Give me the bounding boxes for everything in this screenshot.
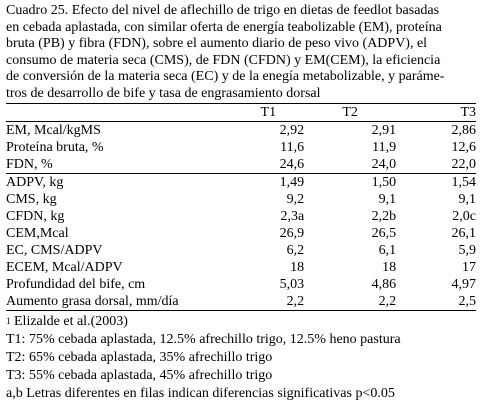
value-t1: 26,9: [279, 226, 305, 241]
value-t2: 11,9: [372, 140, 397, 155]
table-row: Proteína bruta, % 11,6 11,9 12,6: [6, 139, 476, 156]
value-t1: 2,3a: [280, 209, 305, 224]
value-t3: 17: [462, 260, 476, 275]
table-row: EM, Mcal/kgMS 2,92 2,91 2,86: [6, 122, 476, 140]
value-t1: 9,2: [286, 192, 305, 207]
row-label: Proteína bruta, %: [6, 140, 104, 155]
value-t2: 26,5: [371, 226, 397, 241]
value-t2: 24,0: [304, 156, 397, 174]
source-note: 1 Elizalde et al.(2003): [6, 313, 478, 331]
value-t1: 24,6: [202, 156, 305, 174]
table-row: CMS, kg 9,2 9,1 9,1: [6, 191, 476, 208]
table-notes: 1 Elizalde et al.(2003) T1: 75% cebada a…: [6, 313, 478, 403]
table-row: ADPV, kg 1,49 1,50 1,54: [6, 174, 476, 192]
value-t1: 2,2: [202, 293, 305, 311]
value-t3: 2,86: [451, 123, 477, 138]
table-header-row: T1 T2 T3: [6, 103, 476, 122]
caption-line: Cuadro 25. Efecto del nivel de aflechill…: [6, 3, 440, 18]
row-label: Profundidad del bife, cm: [6, 277, 146, 292]
header-label-cell: [6, 103, 203, 122]
value-t2: 2,2b: [371, 209, 397, 224]
table-row: ECEM, Mcal/ADPV 18 18 17: [6, 259, 476, 276]
value-t1: 11,6: [280, 140, 305, 155]
caption-line: bruta (PB) y fibra (FDN), sobre el aumen…: [6, 36, 428, 51]
value-t3: 1,54: [451, 175, 477, 190]
value-t3: 4,97: [451, 277, 477, 292]
table-row: Aumento grasa dorsal, mm/día 2,2 2,2 2,5: [6, 293, 476, 311]
row-label: ECEM, Mcal/ADPV: [6, 260, 123, 275]
value-t3: 12,6: [451, 140, 477, 155]
row-label: EM, Mcal/kgMS: [6, 123, 101, 138]
value-t2: 18: [382, 260, 397, 275]
value-t1: 18: [290, 260, 305, 275]
value-t1: 2,92: [279, 123, 305, 138]
table-row: CFDN, kg 2,3a 2,2b 2,0c: [6, 208, 476, 225]
results-table: T1 T2 T3 EM, Mcal/kgMS 2,92 2,91 2,86 Proteí…: [6, 103, 476, 311]
value-t3: 2,5: [396, 293, 476, 311]
value-t3: 9,1: [458, 192, 477, 207]
table-row: FDN, % 24,6 24,0 22,0: [6, 156, 476, 174]
caption-line: en cebada aplastada, con similar oferta …: [6, 19, 442, 35]
source-superscript: 1: [6, 316, 11, 326]
value-t3: 22,0: [396, 156, 476, 174]
note-t3: T3: 55% cebada aplastada, 45% afrechillo…: [6, 368, 273, 383]
row-label: EC, CMS/ADPV: [6, 243, 103, 258]
value-t3: 5,9: [458, 243, 477, 258]
row-label: FDN, %: [6, 156, 203, 174]
value-t1: 5,03: [279, 277, 305, 292]
caption-line: tros de desarrollo de bife y tasa de eng…: [6, 85, 321, 101]
row-label: Aumento grasa dorsal, mm/día: [6, 293, 203, 311]
row-label: CFDN, kg: [6, 209, 65, 224]
source-text: Elizalde et al.(2003): [10, 314, 128, 329]
row-label: CEM,Mcal: [6, 226, 69, 241]
table-row: CEM,Mcal 26,9 26,5 26,1: [6, 225, 476, 242]
row-label: ADPV, kg: [6, 175, 64, 190]
table-caption: Cuadro 25. Efecto del nivel de aflechill…: [6, 3, 478, 102]
caption-line: de conversión de la materia seca (EC) y …: [6, 69, 445, 84]
value-t1: 6,2: [286, 243, 305, 258]
value-t2: 4,86: [371, 277, 397, 292]
value-t3: 26,1: [451, 226, 477, 241]
note-t2: T2: 65% cebada aplastada, 35% afrechillo…: [6, 350, 273, 365]
value-t2: 6,1: [378, 243, 397, 258]
note-letters: a,b Letras diferentes en filas indican d…: [6, 386, 395, 401]
value-t2: 9,1: [378, 192, 397, 207]
table-body: EM, Mcal/kgMS 2,92 2,91 2,86 Proteína bruta,…: [6, 122, 476, 311]
header-t2: T2: [304, 103, 397, 122]
value-t2: 2,2: [304, 293, 397, 311]
note-t1: T1: 75% cebada aplastada, 12.5% afrechil…: [6, 332, 401, 347]
value-t1: 1,49: [279, 175, 305, 190]
value-t2: 1,50: [371, 175, 397, 190]
caption-line: consumo de materia seca (CMS), de FDN (C…: [6, 52, 441, 68]
row-label: CMS, kg: [6, 192, 57, 207]
header-t3: T3: [396, 103, 476, 122]
header-t1: T1: [202, 103, 305, 122]
value-t2: 2,91: [371, 123, 397, 138]
table-row: Profundidad del bife, cm 5,03 4,86 4,97: [6, 276, 476, 293]
value-t3: 2,0c: [452, 209, 476, 224]
table-row: EC, CMS/ADPV 6,2 6,1 5,9: [6, 242, 476, 259]
